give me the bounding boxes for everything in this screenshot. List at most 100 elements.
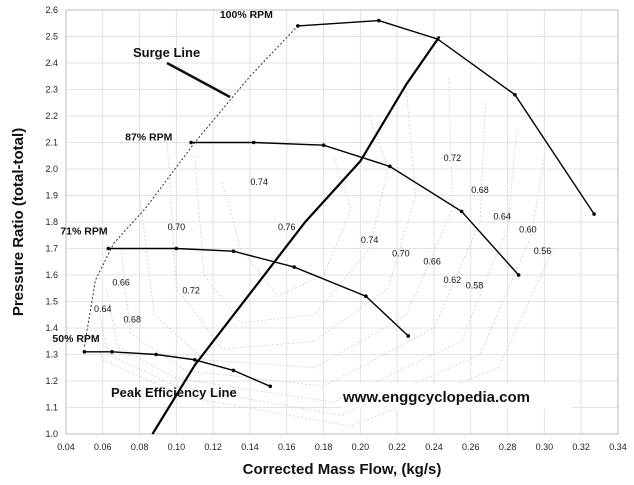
- speed-line-point: [174, 246, 179, 251]
- x-tick-label: 0.30: [536, 442, 554, 452]
- efficiency-contours: [93, 76, 554, 427]
- speed-line-point: [268, 384, 273, 389]
- x-tick-label: 0.22: [388, 442, 406, 452]
- surge-line-pointer: [166, 61, 231, 99]
- x-tick-label: 0.32: [572, 442, 590, 452]
- efficiency-label: 0.56: [534, 246, 552, 256]
- y-tick-label: 1.2: [45, 376, 58, 386]
- y-tick-label: 2.4: [45, 58, 58, 68]
- x-tick-label: 0.06: [94, 442, 112, 452]
- speed-line-point: [406, 334, 411, 338]
- x-tick-label: 0.14: [241, 442, 259, 452]
- x-tick-label: 0.34: [609, 442, 627, 452]
- y-tick-label: 1.0: [45, 429, 58, 439]
- x-axis-title: Corrected Mass Flow, (kg/s): [243, 461, 442, 478]
- speed-line-label: 87% RPM: [125, 132, 173, 144]
- efficiency-label: 0.70: [168, 222, 186, 232]
- speed-line: [191, 141, 520, 276]
- x-tick-label: 0.16: [278, 442, 296, 452]
- x-tick-label: 0.12: [204, 442, 222, 452]
- efficiency-contour: [139, 76, 453, 369]
- speed-line-point: [516, 273, 521, 277]
- y-tick-label: 2.2: [45, 111, 58, 121]
- speed-line-point: [231, 368, 236, 373]
- y-tick-label: 2.0: [45, 164, 58, 174]
- speed-line: [84, 351, 271, 387]
- efficiency-label: 0.70: [392, 248, 410, 258]
- speed-line-point: [377, 18, 381, 23]
- speed-line-point: [189, 140, 193, 145]
- speed-line-point: [106, 246, 111, 251]
- y-tick-label: 2.1: [45, 138, 58, 148]
- peak-efficiency-line-label: Peak Efficiency Line: [111, 385, 237, 400]
- website-banner-background: [342, 383, 572, 409]
- speed-line-label: 71% RPM: [60, 226, 108, 238]
- efficiency-label: 0.66: [112, 278, 130, 288]
- x-tick-label: 0.08: [131, 442, 149, 452]
- series-layer: [82, 18, 596, 435]
- speed-line-point: [459, 209, 464, 214]
- x-tick-label: 0.28: [499, 442, 517, 452]
- efficiency-contour: [222, 155, 352, 297]
- website-label: www.enggcyclopedia.com: [342, 389, 530, 406]
- y-tick-label: 1.6: [45, 270, 58, 280]
- speed-line-point: [292, 265, 296, 269]
- efficiency-label: 0.68: [123, 315, 141, 325]
- efficiency-label: 0.64: [493, 211, 511, 221]
- plot-frame: [65, 9, 619, 435]
- x-tick-label: 0.04: [57, 442, 75, 452]
- efficiency-label: 0.72: [444, 153, 462, 163]
- speed-line-point: [513, 93, 517, 97]
- x-tick-label: 0.26: [462, 442, 480, 452]
- y-tick-label: 1.5: [45, 297, 58, 307]
- speed-line-point: [435, 37, 440, 41]
- efficiency-contour: [120, 102, 486, 387]
- efficiency-contour: [98, 155, 545, 416]
- y-tick-label: 1.8: [45, 217, 58, 227]
- efficiency-contour: [194, 115, 389, 324]
- efficiency-label: 0.74: [361, 235, 379, 245]
- efficiency-label: 0.64: [94, 304, 112, 314]
- speed-line-point: [321, 143, 326, 147]
- y-axis-title: Pressure Ratio (total-total): [10, 128, 27, 316]
- speed-line: [108, 247, 409, 337]
- speed-line-point: [388, 164, 392, 169]
- efficiency-label: 0.66: [423, 256, 441, 266]
- peak-efficiency-line: [151, 35, 441, 435]
- labels-layer: 100% RPM 87% RPM 71% RPM 50% RPM 0.74 0.70 0.7…: [52, 9, 551, 345]
- y-tick-label: 1.4: [45, 323, 58, 333]
- y-tick-label: 1.7: [45, 244, 58, 254]
- speed-line-label: 50% RPM: [52, 333, 100, 345]
- y-tick-label: 1.1: [45, 403, 58, 413]
- speed-line-point: [82, 350, 87, 354]
- y-tick-label: 1.3: [45, 350, 58, 360]
- y-tick-label: 1.9: [45, 191, 58, 201]
- speed-line-point: [193, 358, 197, 362]
- speed-line-point: [231, 249, 236, 253]
- y-tick-label: 2.6: [45, 5, 58, 15]
- efficiency-label: 0.60: [519, 225, 537, 235]
- x-tick-label: 0.10: [168, 442, 186, 452]
- x-tick-label: 0.20: [352, 442, 370, 452]
- efficiency-label: 0.72: [182, 286, 200, 296]
- efficiency-contour: [106, 129, 518, 403]
- efficiency-label: 0.68: [471, 185, 489, 195]
- surge-line-label: Surge Line: [133, 45, 200, 60]
- efficiency-label: 0.58: [466, 280, 484, 290]
- tick-labels: 0.04 0.06 0.08 0.10 0.12 0.14 0.16 0.18 0.20 0.22…: [45, 5, 626, 452]
- x-tick-label: 0.24: [425, 442, 443, 452]
- efficiency-label: 0.76: [278, 222, 296, 232]
- efficiency-label: 0.74: [250, 177, 268, 187]
- speed-line-label: 100% RPM: [220, 9, 273, 21]
- y-tick-label: 2.5: [45, 32, 58, 42]
- speed-line-point: [364, 294, 368, 299]
- speed-line-point: [251, 140, 256, 145]
- efficiency-label: 0.62: [444, 275, 462, 285]
- speed-line-point: [296, 24, 300, 28]
- speed-line-point: [592, 212, 596, 216]
- speed-line-point: [154, 352, 158, 357]
- surge-line: [83, 25, 299, 347]
- x-tick-label: 0.18: [315, 442, 333, 452]
